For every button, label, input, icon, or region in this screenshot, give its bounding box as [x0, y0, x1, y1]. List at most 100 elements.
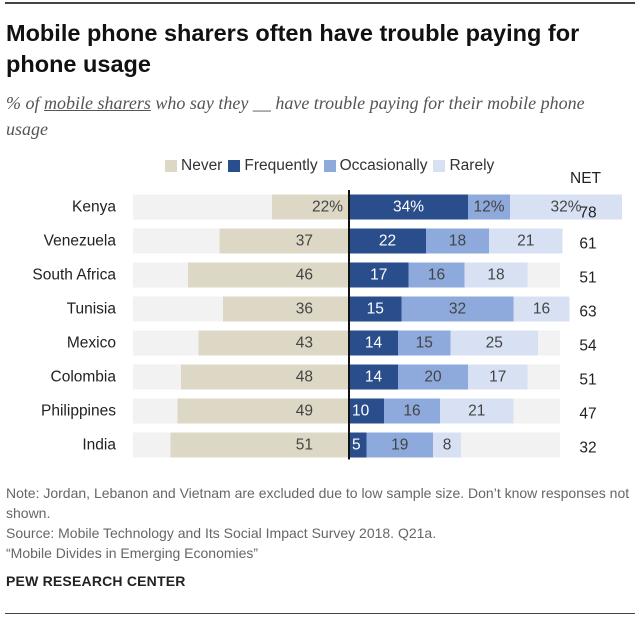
bar-rarely — [433, 432, 461, 458]
value-label-frequently: 22 — [379, 233, 396, 250]
legend-swatch-rarely — [433, 160, 446, 172]
net-value: 51 — [579, 270, 596, 287]
legend-swatch-frequently — [228, 160, 241, 172]
diverging-bar-chart: Kenya 22% 34% 12% 32%78 Venezuela 37 22 18 21 61 So… — [32, 190, 622, 460]
bar-rarely — [464, 262, 528, 288]
value-label-rarely: 32% — [550, 199, 581, 216]
category-label: Mexico — [67, 335, 116, 352]
value-label-occasionally: 12% — [473, 199, 504, 216]
legend-item-never: Never — [165, 157, 222, 175]
brand-logo-text: PEW RESEARCH CENTER — [6, 573, 186, 589]
net-value: 78 — [579, 205, 596, 222]
bar-occasionally — [398, 364, 468, 390]
net-column-header: NET — [570, 170, 601, 187]
subtitle-underlined-term: mobile sharers — [44, 93, 151, 113]
chart-subtitle: % of mobile sharers who say they __ have… — [6, 90, 631, 142]
category-label: Colombia — [51, 369, 117, 386]
value-label-frequently: 5 — [352, 437, 361, 454]
bar-frequently — [349, 330, 398, 356]
bar-rarely — [440, 398, 514, 424]
bar-rarely — [513, 296, 570, 322]
value-label-occasionally: 15 — [416, 335, 433, 352]
legend-label-rarely: Rarely — [449, 157, 495, 174]
bar-never — [223, 296, 349, 322]
value-label-never: 48 — [296, 369, 313, 386]
legend-swatch-occasionally — [323, 160, 336, 172]
value-label-occasionally: 20 — [424, 369, 442, 386]
value-label-frequently: 14 — [365, 369, 383, 386]
category-label: Kenya — [72, 199, 116, 216]
legend-item-rarely: Rarely — [433, 157, 494, 175]
net-value: 61 — [579, 236, 596, 253]
subtitle-prefix: % of — [6, 93, 44, 113]
value-label-rarely: 16 — [533, 301, 550, 318]
report-title: “Mobile Divides in Emerging Economies” — [6, 545, 259, 561]
bar-never — [177, 398, 349, 424]
bar-never — [198, 330, 349, 356]
value-label-frequently: 10 — [352, 403, 370, 420]
chart-title: Mobile phone sharers often have trouble … — [6, 20, 580, 77]
category-label: Tunisia — [67, 301, 117, 318]
bar-never — [170, 432, 349, 458]
chart-source: Source: Mobile Technology and Its Social… — [6, 525, 437, 541]
legend-label-never: Never — [181, 157, 223, 174]
value-label-never: 49 — [296, 403, 313, 420]
value-label-frequently: 34% — [393, 199, 424, 216]
value-label-rarely: 17 — [489, 369, 506, 386]
value-label-rarely: 8 — [443, 437, 452, 454]
net-value: 47 — [579, 406, 596, 423]
legend-swatch-never — [165, 160, 177, 172]
bar-occasionally — [426, 228, 489, 254]
net-value: 32 — [579, 440, 596, 457]
category-label: India — [82, 437, 116, 454]
category-label: South Africa — [32, 267, 116, 284]
bar-occasionally — [384, 398, 440, 424]
value-label-occasionally: 16 — [403, 403, 420, 420]
bar-occasionally — [398, 330, 451, 356]
bar-never — [181, 364, 349, 390]
net-value: 63 — [579, 304, 596, 321]
value-label-frequently: 14 — [365, 335, 383, 352]
net-value: 51 — [579, 372, 596, 389]
bar-never — [188, 262, 349, 288]
bar-rarely — [450, 330, 538, 356]
value-label-frequently: 15 — [367, 301, 384, 318]
bar-occasionally — [408, 262, 465, 288]
value-label-occasionally: 18 — [449, 233, 466, 250]
legend-label-frequently: Frequently — [244, 157, 318, 174]
value-label-never: 51 — [296, 437, 313, 454]
value-label-rarely: 25 — [486, 335, 503, 352]
legend-item-occasionally: Occasionally — [323, 157, 428, 175]
category-label: Venezuela — [44, 233, 117, 250]
bar-frequently — [349, 296, 402, 322]
value-label-frequently: 17 — [370, 267, 387, 284]
bar-occasionally — [468, 194, 510, 220]
value-label-rarely: 18 — [487, 267, 504, 284]
value-label-occasionally: 19 — [391, 437, 408, 454]
top-rule — [5, 2, 635, 4]
bar-frequently — [349, 194, 468, 220]
legend-label-occasionally: Occasionally — [339, 157, 428, 174]
legend-item-frequently: Frequently — [228, 157, 318, 175]
value-label-rarely: 21 — [468, 403, 485, 420]
subtitle-suffix: who say they __ have trouble paying for … — [6, 93, 585, 139]
net-value: 54 — [579, 338, 597, 355]
bar-occasionally — [401, 296, 514, 322]
bar-never — [219, 228, 349, 254]
bar-rarely — [468, 364, 528, 390]
bar-frequently — [349, 364, 398, 390]
value-label-never: 37 — [296, 233, 313, 250]
bar-frequently — [349, 262, 409, 288]
chart-note: Note: Jordan, Lebanon and Vietnam are ex… — [6, 485, 630, 521]
value-label-never: 43 — [296, 335, 313, 352]
bar-never — [272, 194, 349, 220]
value-label-never: 46 — [296, 267, 313, 284]
bar-frequently — [349, 398, 384, 424]
bar-occasionally — [366, 432, 433, 458]
chart-legend: Never Frequently Occasionally Rarely — [165, 157, 500, 175]
value-label-never: 22% — [312, 199, 343, 216]
bar-rarely — [489, 228, 563, 254]
bottom-rule — [5, 613, 635, 614]
value-label-occasionally: 16 — [428, 267, 445, 284]
bar-rarely — [510, 194, 622, 220]
